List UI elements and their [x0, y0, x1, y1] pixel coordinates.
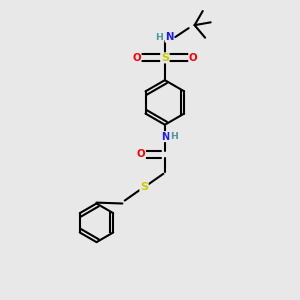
Text: H: H — [170, 132, 178, 141]
Text: S: S — [161, 53, 169, 63]
Text: O: O — [189, 53, 197, 63]
Text: N: N — [161, 132, 169, 142]
Text: O: O — [132, 53, 141, 63]
Text: S: S — [140, 182, 148, 192]
Text: N: N — [165, 32, 173, 42]
Text: O: O — [137, 149, 146, 160]
Text: H: H — [155, 33, 163, 42]
